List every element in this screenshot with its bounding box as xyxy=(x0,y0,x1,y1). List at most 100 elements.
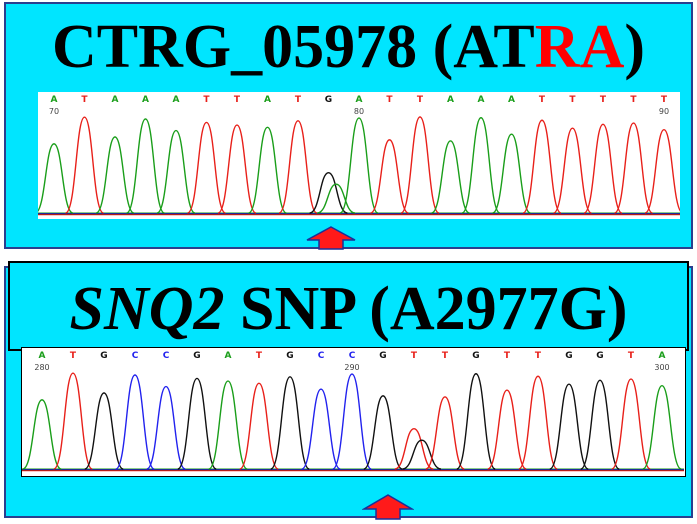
title-highlight: RA xyxy=(534,13,625,81)
trace-peak xyxy=(115,374,155,470)
base-call: T xyxy=(628,351,635,361)
trace-peak xyxy=(518,375,558,470)
trace-peak xyxy=(400,116,440,214)
trace-peak xyxy=(177,377,217,470)
base-call: G xyxy=(286,351,293,361)
trace-peak xyxy=(301,388,341,470)
base-call: A xyxy=(51,95,58,105)
trace-peak xyxy=(64,116,105,214)
base-call: A xyxy=(478,95,485,105)
base-call: G xyxy=(100,351,107,361)
base-call: G xyxy=(565,351,572,361)
base-call: T xyxy=(630,95,637,105)
trace-peak xyxy=(146,385,186,470)
base-call: T xyxy=(569,95,576,105)
trace-peak xyxy=(611,378,651,470)
trace-peak xyxy=(522,119,562,214)
trace-peak xyxy=(491,133,532,214)
base-call: T xyxy=(535,351,542,361)
trace-peak xyxy=(394,427,434,470)
base-call: A xyxy=(39,351,46,361)
up-arrow-icon xyxy=(305,226,357,250)
base-call: T xyxy=(661,95,668,105)
base-call: T xyxy=(81,95,88,105)
position-label: 300 xyxy=(654,363,669,372)
trace-peak xyxy=(370,139,409,214)
base-call: A xyxy=(508,95,515,105)
trace-peak xyxy=(332,373,372,470)
base-call: A xyxy=(142,95,149,105)
trace-peak xyxy=(156,129,196,214)
trace-peak xyxy=(270,376,310,470)
base-call: T xyxy=(417,95,424,105)
trace-peak xyxy=(425,396,465,470)
trace-peak xyxy=(95,136,135,214)
trace-peak xyxy=(22,399,62,470)
position-label: 280 xyxy=(34,363,49,372)
base-call: A xyxy=(264,95,271,105)
chromatogram-top-svg: A T A A A T T A T G A T T A A A T T T T T 70 80 90 xyxy=(38,95,680,216)
gene-name: SNQ2 xyxy=(69,275,225,343)
base-call: C xyxy=(132,351,139,361)
position-label: 80 xyxy=(354,107,364,116)
base-call: A xyxy=(659,351,666,361)
base-call: T xyxy=(203,95,210,105)
base-call: A xyxy=(356,95,363,105)
trace-peak xyxy=(53,372,93,470)
chromatogram-bottom: A T G C C G A T G C C G T T G T T G G T A 280 290 300 xyxy=(21,347,686,477)
base-call: T xyxy=(504,351,511,361)
base-call: T xyxy=(295,95,302,105)
trace-peak xyxy=(339,117,379,214)
trace-peak xyxy=(642,384,682,470)
panel-title-snq2: SNQ2 SNP (A2977G) xyxy=(10,273,687,345)
base-call: A xyxy=(173,95,180,105)
chromatogram-bottom-svg: A T G C C G A T G C C G T T G T T G G T A 280 290 300 xyxy=(22,351,684,472)
position-label: 90 xyxy=(659,107,669,116)
title-box-snq2: SNQ2 SNP (A2977G) xyxy=(8,261,689,351)
trace-peak-secondary xyxy=(317,183,356,214)
base-call: G xyxy=(325,95,332,105)
position-label: 70 xyxy=(49,107,59,116)
trace-peak xyxy=(217,124,257,214)
base-call: T xyxy=(70,351,77,361)
trace-peak-secondary xyxy=(402,439,442,470)
base-call: T xyxy=(234,95,241,105)
base-call: T xyxy=(256,351,263,361)
trace-peak xyxy=(278,120,318,214)
trace-peak xyxy=(431,140,470,214)
trace-peak xyxy=(186,121,227,214)
base-call: A xyxy=(225,351,232,361)
trace-peak xyxy=(644,128,680,214)
base-call: T xyxy=(539,95,546,105)
trace-peak xyxy=(247,126,288,214)
base-call: A xyxy=(447,95,454,105)
position-label: 290 xyxy=(344,363,359,372)
trace-peak xyxy=(363,395,403,470)
chromatogram-top: A T A A A T T A T G A T T A A A T T T T T 70 80 90 xyxy=(38,92,680,219)
base-call: C xyxy=(163,351,170,361)
title-prefix: CTRG_05978 (AT xyxy=(51,13,535,81)
trace-peak xyxy=(552,127,593,214)
base-call: T xyxy=(442,351,449,361)
panel-title-ctrg: CTRG_05978 (ATRA) xyxy=(0,8,697,86)
trace-peak xyxy=(580,379,620,470)
base-call: G xyxy=(379,351,386,361)
base-call: T xyxy=(411,351,418,361)
trace-peak xyxy=(487,389,527,470)
title-suffix: ) xyxy=(624,13,646,81)
up-arrow-icon xyxy=(362,494,414,520)
base-call: T xyxy=(386,95,393,105)
trace-peak xyxy=(84,392,124,470)
trace-peak xyxy=(309,171,348,214)
trace-peak xyxy=(208,380,248,470)
trace-peak xyxy=(125,118,166,214)
base-call: G xyxy=(472,351,479,361)
base-call: C xyxy=(349,351,356,361)
base-call: T xyxy=(600,95,607,105)
trace-peak xyxy=(613,122,654,214)
trace-peak xyxy=(583,123,623,214)
trace-peak xyxy=(456,373,496,470)
base-call: G xyxy=(193,351,200,361)
base-call: C xyxy=(318,351,325,361)
trace-peak xyxy=(239,382,279,470)
